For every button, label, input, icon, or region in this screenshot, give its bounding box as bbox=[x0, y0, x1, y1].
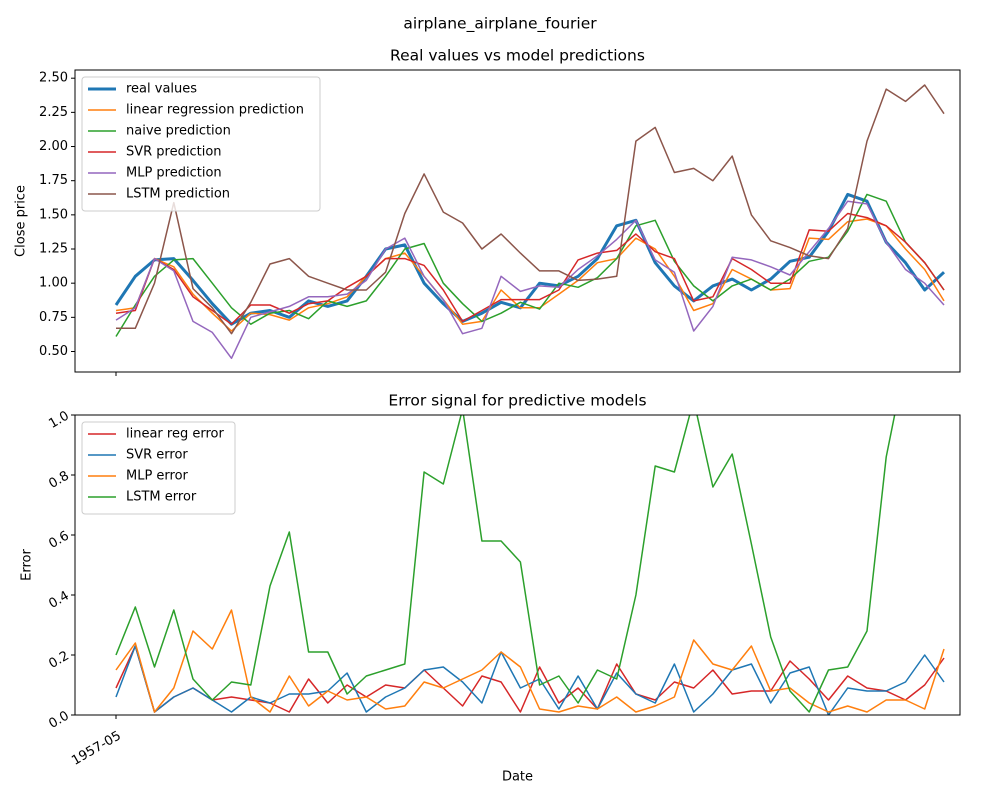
legend-label: SVR error bbox=[126, 448, 188, 463]
axes-title: Error signal for predictive models bbox=[388, 392, 646, 410]
series-line bbox=[115, 200, 945, 360]
plot-area bbox=[115, 415, 945, 715]
series-line bbox=[115, 645, 945, 715]
plot-area bbox=[114, 84, 946, 360]
legend-label: LSTM error bbox=[126, 490, 197, 505]
y-axis-label: Error bbox=[20, 549, 35, 581]
series-line bbox=[116, 84, 945, 335]
legend-label: MLP error bbox=[126, 469, 189, 484]
y-tick-label: 2.50 bbox=[39, 71, 68, 86]
y-tick-label: 1.25 bbox=[39, 242, 68, 257]
legend-label: SVR prediction bbox=[126, 145, 222, 160]
legend-box bbox=[81, 76, 321, 212]
y-axis-label: Close price bbox=[14, 185, 29, 257]
y-tick-label: 2.00 bbox=[39, 139, 68, 154]
axes-frame bbox=[74, 69, 961, 373]
legend-label: naive prediction bbox=[126, 124, 231, 139]
legend-box bbox=[81, 421, 236, 515]
y-tick-label: 0.50 bbox=[39, 344, 68, 359]
series-line bbox=[115, 193, 945, 337]
legend-label: LSTM prediction bbox=[126, 187, 230, 202]
figure-title: airplane_airplane_fourier bbox=[403, 15, 597, 34]
y-tick-label: 1.00 bbox=[39, 276, 68, 291]
axes-title: Real values vs model predictions bbox=[390, 47, 645, 65]
legend-label: MLP prediction bbox=[126, 166, 222, 181]
y-tick-label: 1.50 bbox=[39, 207, 68, 222]
series-line bbox=[115, 218, 945, 332]
series-line bbox=[115, 212, 945, 325]
y-tick-label: 0.75 bbox=[39, 310, 68, 325]
axes-frame bbox=[74, 414, 961, 716]
legend-label: linear reg error bbox=[126, 427, 224, 442]
y-tick-label: 1.75 bbox=[39, 173, 68, 188]
legend-label: real values bbox=[126, 82, 197, 97]
legend-label: linear regression prediction bbox=[126, 103, 304, 118]
series-line bbox=[115, 609, 945, 713]
x-axis-label: Date bbox=[502, 770, 533, 785]
series-line bbox=[115, 415, 896, 713]
y-tick-label: 2.25 bbox=[39, 105, 68, 120]
